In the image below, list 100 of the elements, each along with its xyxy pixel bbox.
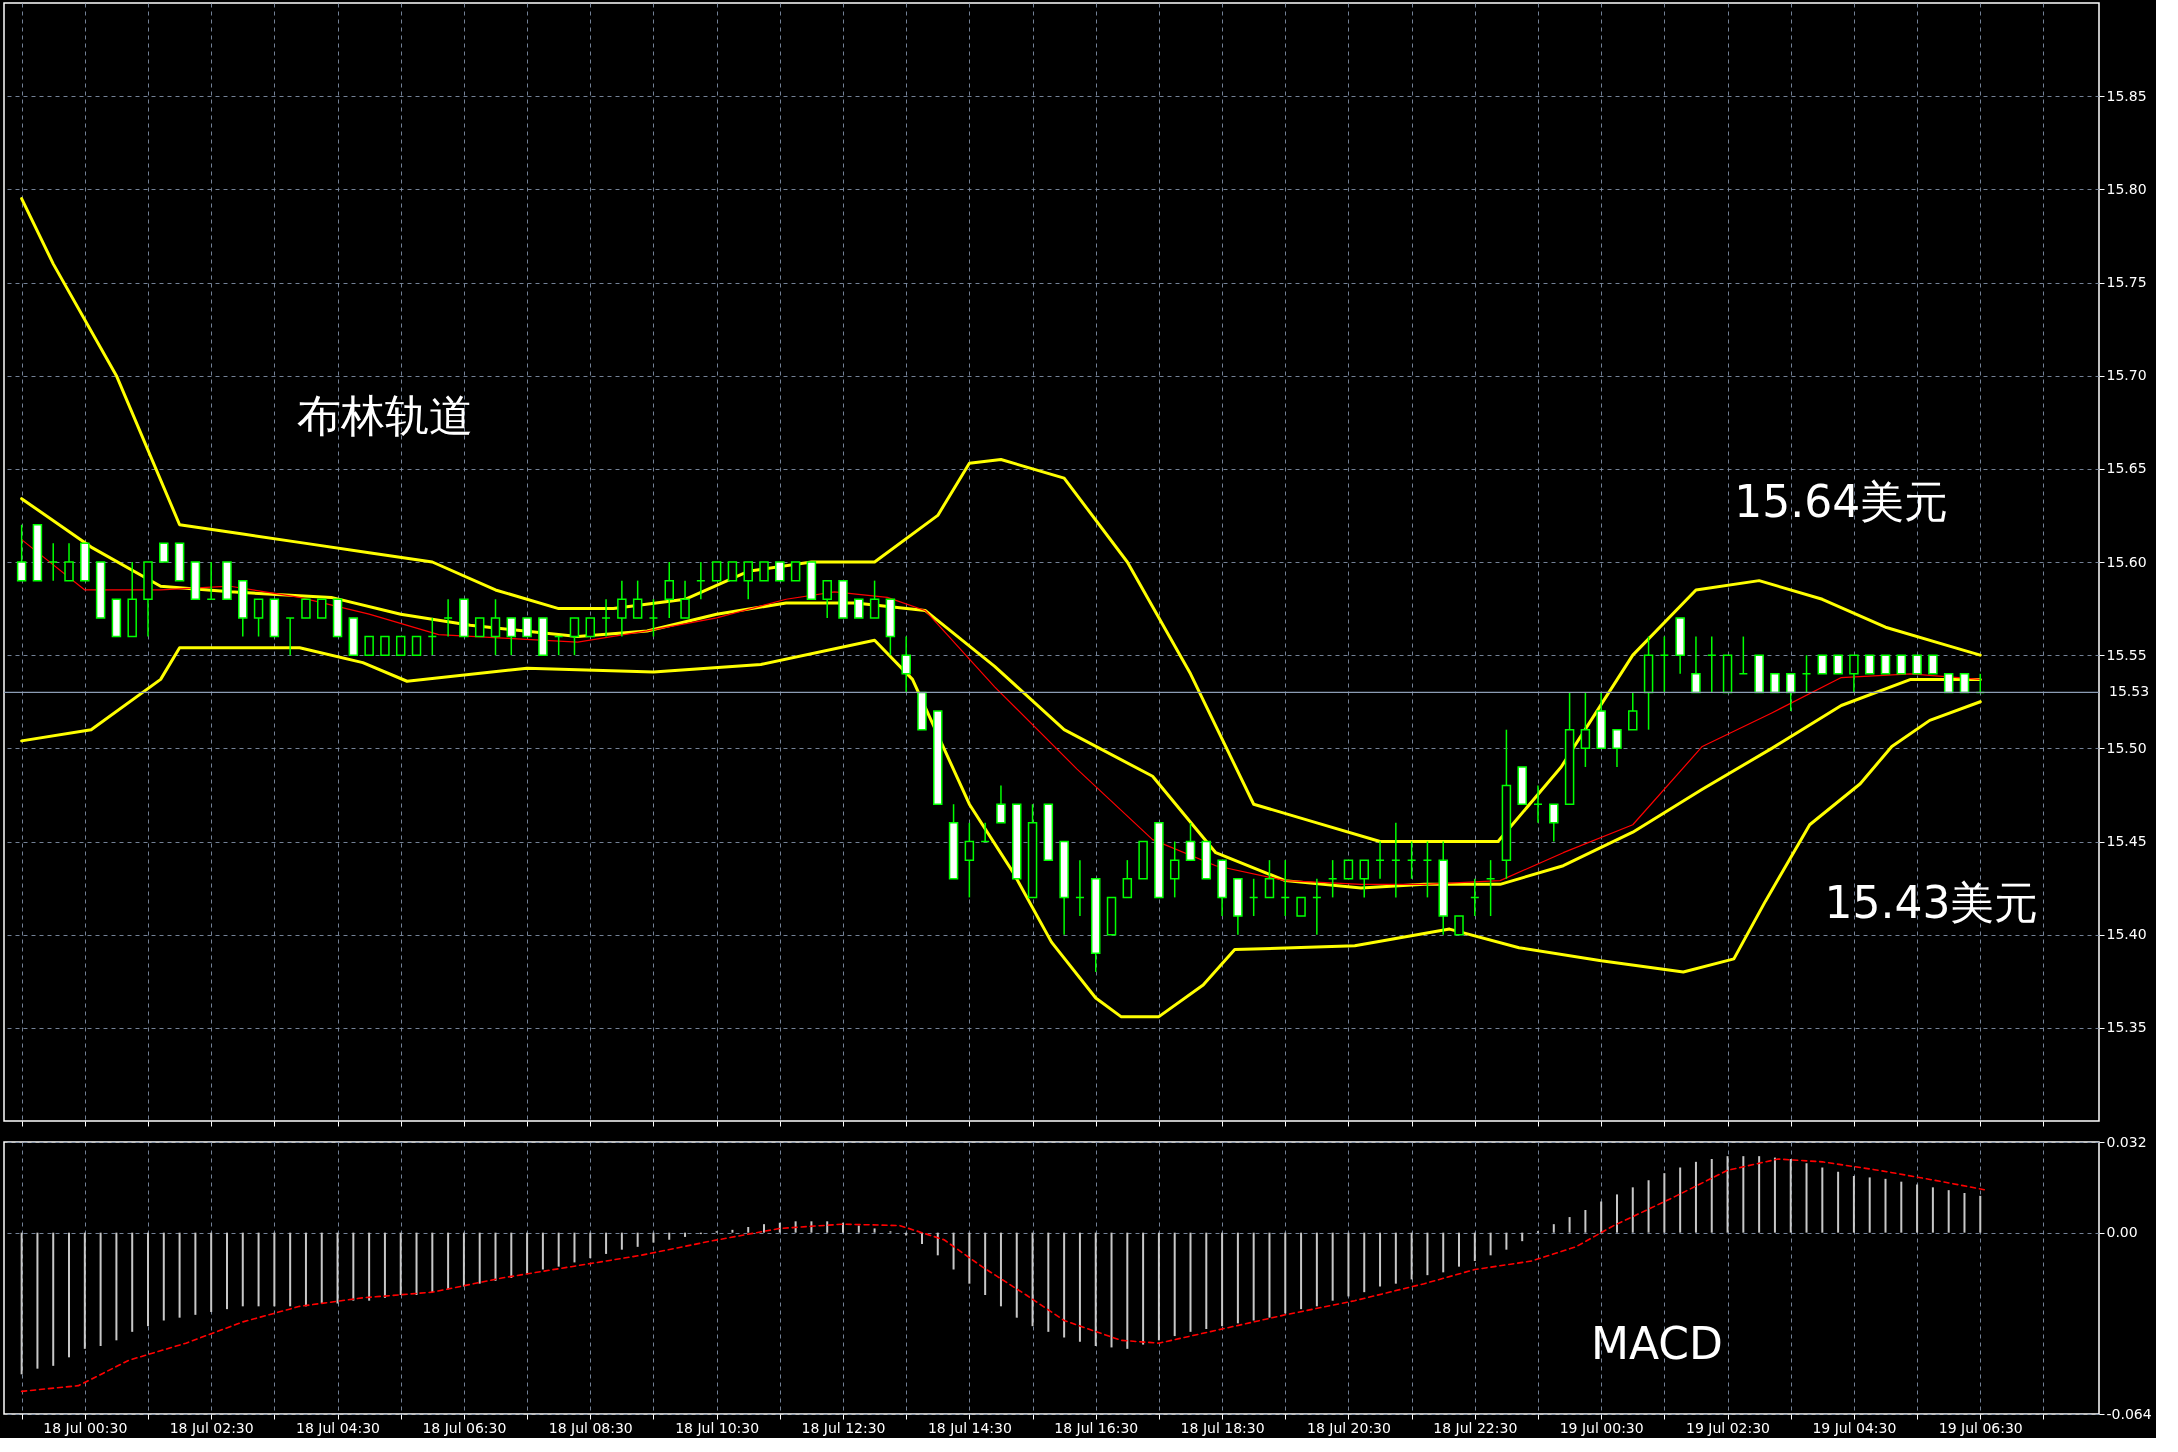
bar: [1758, 1156, 1761, 1233]
bar: [1284, 1232, 1287, 1314]
bar: [383, 1232, 386, 1298]
candlestick: [364, 635, 374, 656]
bar: [857, 1225, 860, 1233]
bar: [999, 1232, 1002, 1307]
bar: [1458, 1232, 1461, 1267]
candlestick: [506, 617, 517, 656]
candlestick: [1580, 691, 1591, 768]
bar: [763, 1224, 766, 1233]
bar: [1442, 1232, 1445, 1273]
x-tick-label: 19 Jul 04:30: [1812, 1419, 1897, 1436]
bar: [1742, 1156, 1745, 1233]
y-tick-label: 15.85: [2106, 87, 2147, 104]
x-tick-label: 18 Jul 10:30: [675, 1419, 760, 1436]
bar: [1252, 1232, 1255, 1321]
bar: [1726, 1156, 1729, 1233]
y-tick-label: 0.00: [2106, 1224, 2138, 1241]
candlestick: [869, 579, 880, 619]
bar: [1679, 1167, 1682, 1233]
bar: [1489, 1232, 1492, 1256]
candlestick: [411, 635, 422, 656]
bar: [273, 1232, 276, 1307]
x-tick-label: 18 Jul 12:30: [801, 1419, 886, 1436]
y-tick-label: 15.50: [2106, 739, 2147, 756]
bar: [210, 1232, 213, 1312]
candlestick: [585, 617, 596, 638]
candlestick: [1928, 654, 1938, 675]
x-tick-label: 18 Jul 20:30: [1306, 1419, 1391, 1436]
bar: [1063, 1232, 1066, 1338]
candlestick: [743, 561, 753, 601]
bar: [289, 1232, 292, 1307]
bar: [573, 1232, 576, 1263]
x-tick-label: 18 Jul 04:30: [296, 1419, 381, 1436]
bar: [1631, 1187, 1634, 1233]
annotation: 15.64美元: [1734, 475, 1949, 527]
bar: [257, 1232, 260, 1307]
candlestick: [490, 598, 501, 656]
candlestick: [522, 617, 532, 638]
candlestick: [775, 561, 785, 582]
bar: [225, 1232, 228, 1310]
x-tick-label: 19 Jul 06:30: [1938, 1419, 2023, 1436]
bar: [1205, 1232, 1208, 1329]
bar: [1868, 1177, 1871, 1233]
bar: [1773, 1157, 1776, 1233]
bar: [1268, 1232, 1271, 1318]
x-tick-label: 18 Jul 02:30: [169, 1419, 254, 1436]
bar: [1157, 1232, 1160, 1341]
candlestick: [1264, 859, 1275, 899]
bar: [1600, 1201, 1603, 1233]
bar: [399, 1232, 402, 1295]
bar: [1173, 1232, 1176, 1337]
bar: [1963, 1193, 1966, 1233]
x-tick-label: 18 Jul 00:30: [43, 1419, 128, 1436]
y-tick-label: -0.064: [2106, 1405, 2152, 1422]
bar: [1552, 1224, 1555, 1233]
bar: [194, 1232, 197, 1315]
x-tick-label: 18 Jul 06:30: [422, 1419, 507, 1436]
candlestick: [1122, 859, 1133, 899]
bar: [1584, 1210, 1587, 1233]
bar: [241, 1232, 244, 1307]
bar: [336, 1232, 339, 1304]
bar: [147, 1232, 149, 1327]
y-tick-label: 15.55: [2106, 646, 2147, 663]
bar: [431, 1232, 434, 1293]
bar: [842, 1222, 844, 1233]
bar: [541, 1232, 544, 1270]
bar: [1031, 1232, 1034, 1327]
bar: [1331, 1232, 1334, 1301]
candlestick: [16, 523, 27, 582]
candlestick: [854, 598, 864, 619]
y-tick-label: 15.65: [2106, 460, 2147, 477]
bar: [1394, 1232, 1397, 1284]
y-tick-label: 15.35: [2106, 1019, 2147, 1036]
bar: [447, 1232, 450, 1290]
candlestick: [1912, 654, 1922, 675]
bar: [668, 1232, 671, 1240]
bar: [920, 1232, 923, 1244]
candlestick: [901, 635, 911, 694]
bar: [1663, 1173, 1666, 1233]
bar: [589, 1232, 592, 1259]
candlestick: [301, 598, 311, 619]
candlestick: [617, 579, 627, 638]
bar: [1347, 1232, 1350, 1297]
y-tick-label: 15.75: [2106, 274, 2147, 290]
candlestick: [964, 822, 975, 899]
bar: [1300, 1232, 1303, 1310]
bar: [1015, 1232, 1018, 1318]
bar: [1789, 1159, 1792, 1233]
candlestick: [159, 542, 169, 563]
candlestick: [727, 561, 738, 582]
y-tick-label: 15.40: [2106, 926, 2147, 943]
candlestick: [759, 561, 769, 582]
bar: [636, 1232, 639, 1247]
y-tick-label: 15.70: [2106, 367, 2147, 384]
candlestick: [1880, 654, 1891, 675]
bar: [1710, 1159, 1713, 1233]
annotation: 布林轨道: [297, 389, 474, 441]
bar: [936, 1232, 939, 1256]
candlestick: [1628, 691, 1638, 731]
